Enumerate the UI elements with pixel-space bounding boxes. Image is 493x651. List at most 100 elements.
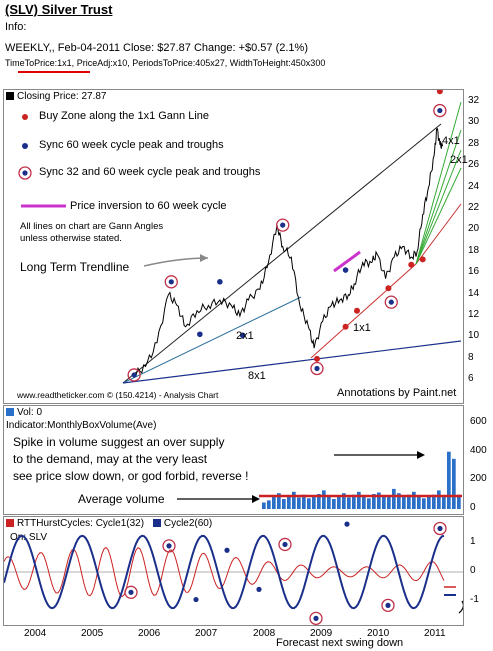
year-tick-label: 2011 bbox=[424, 628, 446, 639]
year-tick-label: 2006 bbox=[138, 628, 161, 639]
gann-4x1-label: 4x1 bbox=[442, 135, 460, 147]
sync32-60-text: Sync 32 and 60 week cycle peak and troug… bbox=[39, 166, 261, 178]
price-panel: Closing Price: 27.87 Buy Zone along the … bbox=[3, 89, 468, 404]
volume-bar bbox=[422, 498, 426, 510]
inversion-marker bbox=[333, 250, 361, 273]
cycle2-line bbox=[4, 534, 445, 610]
gann-note-1: All lines on chart are Gann Angles bbox=[20, 221, 164, 232]
volume-bar bbox=[357, 491, 361, 509]
info-label: Info: bbox=[5, 21, 27, 33]
trendline-arrowhead bbox=[200, 254, 208, 262]
volume-bar bbox=[457, 494, 461, 509]
price-tick-label: 8 bbox=[468, 351, 474, 363]
forecast-arrow bbox=[458, 600, 463, 614]
volume-bar bbox=[282, 499, 286, 509]
price-tick-label: 6 bbox=[468, 373, 474, 385]
blue-cycle-dot bbox=[197, 331, 203, 338]
volume-bar bbox=[452, 458, 456, 509]
volume-bar bbox=[442, 495, 446, 509]
cycle1-swatch bbox=[6, 519, 14, 528]
price-tick-label: 32 bbox=[468, 95, 480, 106]
cycle-legend: RTTHurstCycles: Cycle1(32) Cycle2(60) bbox=[6, 518, 212, 529]
cycle-tick-label: 0 bbox=[470, 565, 476, 576]
buy-zone-dot bbox=[342, 323, 349, 330]
forecast-text: Forecast next swing down bbox=[276, 637, 404, 649]
cycle-ring-dot bbox=[437, 525, 443, 532]
volume-tick-label: 0 bbox=[470, 502, 476, 513]
buy-zone-dot bbox=[408, 261, 415, 268]
legend-blue-dot bbox=[22, 143, 28, 149]
price-tick-label: 16 bbox=[468, 266, 480, 278]
year-tick-label: 2008 bbox=[253, 628, 276, 639]
params-underline bbox=[18, 71, 90, 73]
legend-red-dot bbox=[22, 114, 28, 120]
year-tick-label: 2009 bbox=[310, 628, 333, 639]
volume-bar bbox=[317, 494, 321, 509]
paint-credit: Annotations by Paint.net bbox=[337, 387, 457, 399]
cycle2-swatch bbox=[152, 519, 161, 528]
trendline-label: Long Term Trendline bbox=[20, 260, 130, 274]
volume-bar bbox=[362, 496, 366, 509]
price-legend: Closing Price: 27.87 bbox=[6, 91, 107, 102]
volume-note-1: Spike in volume suggest an over supply bbox=[13, 435, 225, 449]
sync-ring-marker bbox=[433, 103, 447, 118]
price-legend-label: Closing Price: 27.87 bbox=[17, 91, 107, 102]
gann-2x1-line bbox=[122, 296, 302, 384]
volume-bar bbox=[432, 494, 436, 509]
volume-bar bbox=[297, 497, 301, 509]
sync-ring-marker bbox=[310, 361, 324, 376]
cycle-ring-dot bbox=[282, 541, 288, 548]
cycle-tick-label: 1 bbox=[470, 536, 476, 547]
year-tick-label: 2007 bbox=[195, 628, 218, 639]
volume-legend-label: Vol: 0 bbox=[17, 407, 43, 418]
sync-ring-marker bbox=[164, 275, 178, 289]
volume-bar bbox=[337, 495, 341, 509]
volume-bar bbox=[312, 496, 316, 509]
volume-indicator: Indicator:MonthlyBoxVolume(Ave) bbox=[6, 420, 157, 431]
blue-cycle-dot bbox=[342, 267, 349, 273]
price-swatch bbox=[6, 92, 14, 101]
volume-bar bbox=[407, 494, 411, 509]
cycle-chart bbox=[4, 521, 463, 625]
avg-volume-label: Average volume bbox=[78, 492, 165, 506]
volume-bar bbox=[377, 492, 381, 509]
sync-ring-dot bbox=[280, 222, 286, 228]
volume-bar bbox=[447, 451, 451, 509]
volume-bar bbox=[307, 498, 311, 510]
volume-tick-label: 600 bbox=[470, 416, 487, 427]
legend-ring bbox=[18, 166, 32, 180]
cycle-blue-dot bbox=[224, 547, 230, 553]
volume-bar bbox=[262, 502, 266, 509]
price-chart bbox=[18, 90, 462, 384]
price-tick-label: 10 bbox=[468, 330, 480, 342]
buy-zone-dot bbox=[354, 307, 360, 314]
sync-ring-marker bbox=[276, 218, 290, 232]
volume-bar bbox=[437, 490, 441, 509]
volume-bar bbox=[302, 494, 306, 509]
chart-title[interactable]: (SLV) Silver Trust bbox=[5, 2, 113, 17]
volume-bar bbox=[292, 491, 296, 509]
cycle2-legend-label: Cycle2(60) bbox=[163, 518, 213, 529]
volume-note-3: see price slow down, or god forbid, reve… bbox=[13, 469, 249, 483]
cycle-ring-marker bbox=[124, 585, 138, 599]
cycle-ring-marker bbox=[381, 598, 395, 612]
volume-chart bbox=[177, 451, 462, 510]
sync-ring-dot bbox=[131, 372, 137, 378]
volume-bar bbox=[372, 494, 376, 509]
cycle-blue-dot bbox=[344, 521, 350, 527]
trendline-arrow bbox=[143, 257, 209, 267]
volume-bar bbox=[332, 499, 336, 509]
cycle-ring-dot bbox=[166, 543, 172, 549]
volume-bar bbox=[427, 496, 431, 509]
volume-swatch bbox=[6, 408, 14, 417]
volume-bar bbox=[412, 491, 416, 509]
credit-text: www.readtheticker.com © (150.4214) - Ana… bbox=[17, 390, 219, 400]
cycle-panel: RTTHurstCycles: Cycle1(32) Cycle2(60) On… bbox=[3, 516, 464, 626]
buy-zone-dot bbox=[385, 285, 392, 292]
gann-1x1-label: 1x1 bbox=[353, 322, 371, 334]
blue-cycle-dot bbox=[239, 332, 246, 339]
cycle-ring-marker bbox=[309, 611, 323, 625]
volume-bar bbox=[327, 496, 331, 509]
inversion-text: Price inversion to 60 week cycle bbox=[70, 200, 227, 212]
avg-arrowhead bbox=[252, 495, 260, 503]
